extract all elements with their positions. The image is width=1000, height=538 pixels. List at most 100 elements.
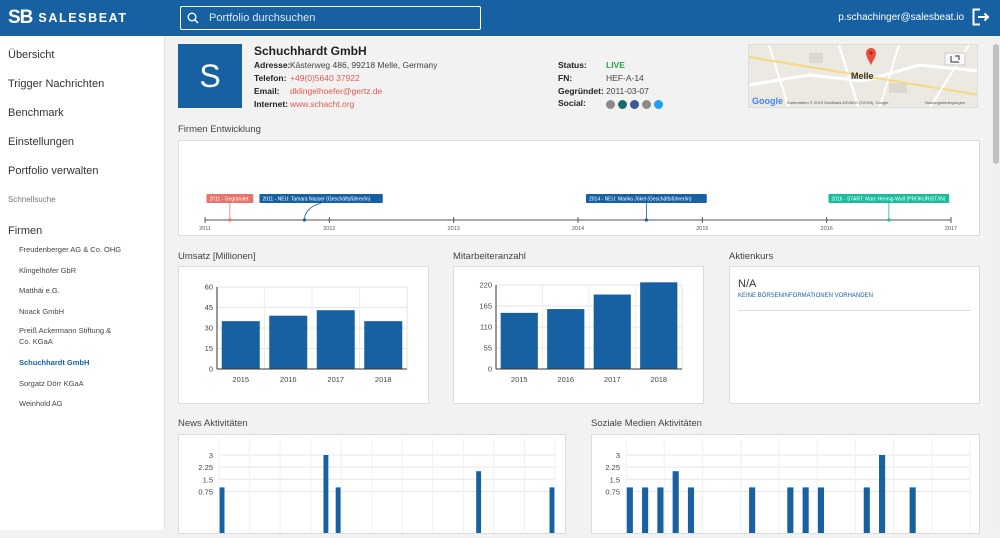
youtube-icon[interactable] — [642, 99, 651, 109]
twitter-icon[interactable] — [654, 99, 663, 109]
logout-icon[interactable] — [972, 8, 990, 26]
chart-bar — [626, 487, 633, 535]
founded-label: Gegründet: — [558, 86, 604, 96]
address-row: Adresse: Kästerweg 486, 99218 Melle, Ger… — [254, 60, 437, 72]
firm-item-schuchhardt[interactable]: Schuchhardt GmbH — [19, 358, 90, 367]
xing-icon[interactable] — [618, 99, 627, 109]
map-attribution: Kartendaten © 2019 GeoBasis-DE/BKG (©200… — [787, 100, 889, 105]
map-terms-link[interactable]: Nutzungsbedingungen — [925, 100, 966, 105]
chart-y-tick-label: 3 — [616, 451, 620, 460]
chart-bar — [500, 312, 538, 369]
sidebar-item-trigger-nachrichten[interactable]: Trigger Nachrichten — [8, 78, 105, 90]
phone-link[interactable]: +49(0)5640 37922 — [290, 73, 360, 83]
timeline-year-label: 2015 — [696, 226, 708, 232]
chart-bar — [749, 487, 756, 535]
employees-card: 0 55 110 165 220 2015 2016 2017 2018 — [453, 266, 704, 404]
timeline-year-label: 2011 — [199, 226, 211, 232]
email-row: Email: dklingelhoefer@gertz.de — [254, 86, 382, 98]
chart-bar — [221, 321, 260, 369]
email-link[interactable]: dklingelhoefer@gertz.de — [290, 86, 383, 96]
chart-bar — [323, 455, 329, 535]
firm-item-sorgatz-doerr[interactable]: Sorgatz Dörr KGaA — [19, 379, 84, 388]
facebook-icon[interactable] — [630, 99, 639, 109]
firm-item-noack[interactable]: Noack GmbH — [19, 307, 65, 316]
timeline-event-label: 2014 - NEU: Marika Jökel (Geschäftsführe… — [589, 197, 692, 203]
chart-y-tick-label: 110 — [480, 323, 492, 332]
sidebar-item-uebersicht[interactable]: Übersicht — [8, 49, 55, 61]
employees-chart: 0 55 110 165 220 2015 2016 2017 2018 — [479, 281, 683, 384]
chart-y-tick-label: 165 — [479, 302, 492, 311]
web-row: Internet: www.schacht.org — [254, 99, 354, 111]
scrollbar-thumb[interactable] — [993, 44, 999, 164]
timeline-event-dot — [887, 218, 891, 222]
stock-value: N/A — [738, 278, 757, 290]
fn-label: FN: — [558, 73, 573, 83]
location-map[interactable]: Melle Google Kartendaten © 2019 GeoBasis… — [748, 44, 978, 108]
firm-item-weinhold[interactable]: Weinhold AG — [19, 399, 63, 408]
timeline-event-badge — [259, 194, 383, 203]
chart-x-tick-label: 2015 — [232, 375, 249, 384]
chart-y-tick-label: 220 — [479, 281, 492, 290]
phone-row: Telefon: +49(0)5640 37922 — [254, 73, 360, 85]
firm-item-freudenberger[interactable]: Freudenberger AG & Co. OHG — [19, 245, 122, 254]
sidebar-item-portfolio-verwalten[interactable]: Portfolio verwalten — [8, 165, 99, 177]
sidebar: Übersicht Trigger Nachrichten Benchmark … — [0, 36, 165, 530]
chart-bar — [476, 471, 482, 535]
user-email[interactable]: p.schachinger@salesbeat.io — [838, 12, 964, 23]
chart-y-tick-label: 1.5 — [610, 475, 620, 484]
page-scrollbar[interactable] — [992, 36, 1000, 530]
firm-item-preiss-ackermann[interactable]: Preiß Ackermann Stiftung & Co. KGaA — [19, 326, 112, 346]
logo-text: SALESBEAT — [38, 11, 128, 25]
timeline-event-dot — [228, 218, 232, 222]
quick-search-label[interactable]: Schnellsuche — [8, 195, 56, 204]
chart-bar — [657, 487, 664, 535]
timeline-event-badge — [206, 194, 254, 203]
chart-bar — [335, 487, 341, 535]
search-box[interactable] — [180, 6, 481, 30]
timeline-event-dot — [644, 218, 648, 222]
social-chart: 0.75 1.5 2.25 3 — [605, 439, 971, 535]
news-chart: 0.75 1.5 2.25 3 — [198, 439, 556, 535]
firm-item-klingelhoefer[interactable]: Klingelhöfer GbR — [19, 266, 77, 275]
google-logo: Google — [752, 96, 783, 106]
chart-y-tick-label: 60 — [205, 283, 213, 292]
chart-x-tick-label: 2016 — [280, 375, 297, 384]
linkedin-icon[interactable] — [606, 99, 615, 109]
chart-y-tick-label: 30 — [205, 324, 213, 333]
fullscreen-icon[interactable] — [950, 55, 960, 63]
timeline-chart: 2011 2012 2013 2014 2015 2016 2017 2011 - Gegrü… — [199, 194, 957, 232]
chart-x-tick-label: 2018 — [650, 375, 667, 384]
chart-y-tick-label: 2.25 — [605, 463, 620, 472]
stock-card: N/A KEINE BÖRSENINFORMATIONEN VORHANDEN — [729, 266, 980, 404]
chart-x-tick-label: 2015 — [511, 375, 528, 384]
chart-y-tick-label: 45 — [205, 303, 213, 312]
social-row: Social: — [558, 98, 666, 110]
founded-row: Gegründet: 2011-03-07 — [558, 86, 649, 98]
status-value: LIVE — [606, 60, 625, 70]
search-input[interactable] — [209, 12, 469, 24]
web-link[interactable]: www.schacht.org — [290, 99, 355, 109]
chart-bar — [219, 487, 225, 535]
social-title: Soziale Medien Aktivitäten — [591, 418, 702, 429]
chart-y-tick-label: 15 — [205, 344, 213, 353]
phone-label: Telefon: — [254, 73, 287, 83]
chart-bar — [269, 315, 308, 369]
chart-y-tick-label: 0.75 — [198, 487, 213, 496]
chart-bar — [593, 294, 631, 369]
chart-x-tick-label: 2017 — [604, 375, 621, 384]
chart-x-tick-label: 2016 — [557, 375, 574, 384]
chart-y-tick-label: 0 — [488, 365, 492, 374]
map-roads — [749, 45, 977, 107]
timeline-event-dot — [302, 218, 307, 222]
revenue-title: Umsatz [Millionen] — [178, 251, 256, 262]
chart-x-tick-label: 2017 — [327, 375, 344, 384]
sidebar-item-einstellungen[interactable]: Einstellungen — [8, 136, 75, 148]
top-bar: SB SALESBEAT p.schachinger@salesbeat.io — [0, 0, 1000, 36]
logo-mark: SB — [8, 7, 33, 28]
salesbeat-logo[interactable]: SB SALESBEAT — [8, 8, 128, 28]
sidebar-item-benchmark[interactable]: Benchmark — [8, 107, 64, 119]
chart-y-tick-label: 1.5 — [203, 475, 213, 484]
timeline-event-connector — [304, 202, 322, 221]
chart-bar — [316, 310, 355, 369]
firm-item-matthaei[interactable]: Matthäi e.G. — [19, 286, 60, 295]
